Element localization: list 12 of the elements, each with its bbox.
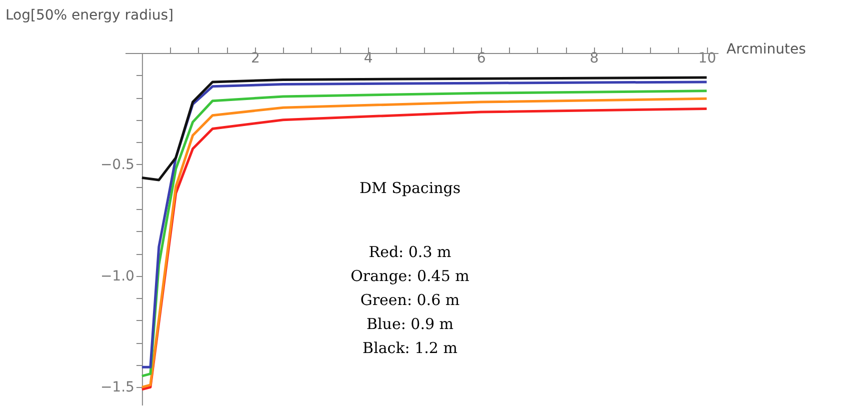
annotation: DM Spacings	[359, 179, 461, 197]
annotation: Green: 0.6 m	[360, 291, 460, 309]
y-tick-label: −1.0	[100, 268, 134, 284]
y-tick-label: −0.5	[100, 156, 134, 173]
annotation: Red: 0.3 m	[368, 243, 452, 261]
y-axis-title: Log[50% energy radius]	[6, 8, 174, 24]
annotation: Orange: 0.45 m	[350, 267, 470, 285]
annotation: Blue: 0.9 m	[366, 315, 454, 333]
line-series	[140, 76, 708, 182]
x-axis-title: Arcminutes	[726, 42, 806, 58]
annotation: Black: 1.2 m	[362, 339, 458, 357]
y-tick-label: −1.5	[100, 380, 134, 396]
